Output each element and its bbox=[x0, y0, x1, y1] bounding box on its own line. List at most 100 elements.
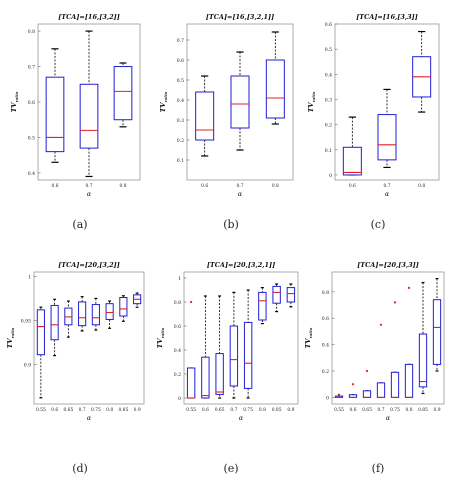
x-tick-label-f: 0.7 bbox=[378, 408, 385, 413]
y-axis-label-a: TVratio bbox=[10, 91, 19, 112]
iqr-box bbox=[272, 285, 281, 304]
y-tick-label-d: 0.95 bbox=[21, 318, 31, 324]
chart-title-c: [TCA]=[16,[3,3]] bbox=[356, 13, 418, 21]
iqr-box bbox=[376, 382, 386, 398]
box-d-4: 0.75 bbox=[91, 297, 101, 413]
y-tick-label-a: 0.6 bbox=[28, 100, 35, 106]
y-tick-label-c: 0.5 bbox=[325, 47, 332, 53]
chart-title-f: [TCA]=[20,[3,3]] bbox=[357, 261, 419, 269]
box-e-1: 0.6 bbox=[201, 295, 210, 413]
axes-frame-e bbox=[183, 271, 299, 405]
iqr-box bbox=[243, 321, 253, 389]
chart-title-d: [TCA]=[20,[3,2]] bbox=[58, 261, 120, 269]
x-axis-label-e: α bbox=[239, 414, 244, 422]
iqr-box bbox=[418, 333, 428, 388]
x-tick-label-d: 0.8 bbox=[106, 408, 113, 413]
iqr-box bbox=[119, 297, 128, 317]
box-e-6: 0.85 bbox=[272, 283, 282, 413]
y-tick-label-e: 0.8 bbox=[174, 300, 181, 306]
panel-c: [TCA]=[16,[3,3]] 0 0.1 0.2 0.3 0.4 0.5 0.6 TVrat… bbox=[307, 13, 440, 198]
x-tick-label-a: 0.7 bbox=[86, 184, 93, 189]
y-tick-label-c: 0.3 bbox=[325, 97, 332, 103]
iqr-box bbox=[45, 76, 65, 153]
box-f-5: 0.8 bbox=[404, 363, 414, 413]
box-d-1: 0.6 bbox=[50, 298, 59, 413]
caption-f: (f) bbox=[371, 462, 385, 475]
x-tick-label-d: 0.7 bbox=[79, 408, 86, 413]
y-tick-label-b: 0.5 bbox=[177, 78, 184, 84]
x-tick-label-f: 0.8 bbox=[406, 408, 413, 413]
panel-a: [TCA]=[16,[3,2]]0.40.50.60.70.8TVratioα0… bbox=[10, 13, 141, 198]
outlier-f bbox=[379, 323, 383, 326]
y-tick-label-a: 0.4 bbox=[28, 171, 35, 177]
x-tick-label-e: 0.9 bbox=[287, 408, 294, 413]
x-tick-label-e: 0.65 bbox=[215, 408, 225, 413]
x-tick-label-d: 0.85 bbox=[118, 408, 128, 413]
iqr-box bbox=[432, 299, 442, 365]
iqr-box bbox=[230, 75, 250, 129]
x-tick-label-c: 0.7 bbox=[384, 184, 391, 189]
outlier-e bbox=[190, 300, 193, 304]
y-tick-label-b: 0.3 bbox=[177, 118, 184, 124]
x-axis-label-c: α bbox=[385, 190, 390, 198]
x-tick-label-e: 0.75 bbox=[243, 408, 253, 413]
box-b-2: 0.8 bbox=[265, 31, 285, 189]
x-tick-label-d: 0.55 bbox=[36, 408, 46, 413]
box-e-3: 0.7 bbox=[229, 291, 239, 413]
y-tick-label-c: 0.4 bbox=[325, 72, 332, 78]
x-tick-label-b: 0.7 bbox=[237, 184, 244, 189]
box-f-2: 0.65 bbox=[362, 390, 372, 413]
x-tick-label-e: 0.8 bbox=[259, 408, 266, 413]
x-axis-label-a: α bbox=[87, 190, 92, 198]
x-tick-label-f: 0.85 bbox=[418, 408, 428, 413]
y-tick-label-b: 0.4 bbox=[177, 98, 184, 104]
outlier-f bbox=[351, 383, 355, 386]
caption-d: (d) bbox=[72, 462, 88, 475]
box-d-2: 0.65 bbox=[63, 300, 73, 413]
box-f-4: 0.75 bbox=[390, 371, 400, 413]
x-tick-label-d: 0.65 bbox=[63, 408, 73, 413]
outlier-f bbox=[365, 369, 369, 373]
iqr-box bbox=[105, 303, 114, 321]
y-tick-label-e: 0.6 bbox=[174, 324, 181, 330]
axes-frame-d bbox=[33, 271, 145, 405]
y-axis-label-c: TVratio bbox=[307, 91, 316, 112]
y-tick-label-c: 0.6 bbox=[325, 22, 332, 28]
y-tick-label-f: 0.8 bbox=[322, 290, 329, 296]
x-tick-label-f: 0.9 bbox=[434, 408, 441, 413]
caption-a: (a) bbox=[72, 218, 88, 231]
box-e-5: 0.8 bbox=[258, 287, 267, 413]
iqr-box bbox=[390, 371, 400, 398]
y-tick-label-b: 0.6 bbox=[177, 58, 184, 64]
x-tick-label-a: 0.8 bbox=[120, 184, 127, 189]
y-tick-label-c: 0.2 bbox=[325, 123, 332, 129]
iqr-box bbox=[258, 291, 267, 321]
panel-d: [TCA]=[20,[3,2]] 0.9 0.95 1 TVratio α 0.55 0.6 0… bbox=[6, 261, 145, 422]
iqr-box bbox=[36, 309, 45, 356]
x-tick-label-f: 0.75 bbox=[390, 408, 400, 413]
y-tick-label-f: 0 bbox=[326, 395, 329, 401]
x-tick-label-e: 0.7 bbox=[230, 408, 237, 413]
y-tick-label-a: 0.8 bbox=[28, 29, 35, 35]
box-d-6: 0.85 bbox=[118, 295, 128, 413]
y-axis-label-d: TVratio bbox=[6, 327, 15, 348]
x-tick-label-c: 0.8 bbox=[418, 184, 425, 189]
iqr-box bbox=[229, 325, 239, 387]
chart-title-a: [TCA]=[16,[3,2]] bbox=[58, 13, 120, 21]
x-axis-label-d: α bbox=[87, 414, 92, 422]
iqr-box bbox=[113, 66, 133, 121]
x-tick-label-c: 0.6 bbox=[349, 184, 356, 189]
axes-frame-b bbox=[186, 23, 294, 181]
iqr-box bbox=[342, 146, 362, 176]
box-f-0: 0.55 bbox=[334, 395, 344, 413]
iqr-box bbox=[50, 304, 59, 341]
iqr-box bbox=[404, 363, 414, 398]
box-f-3: 0.7 bbox=[376, 382, 386, 413]
x-axis-label-b: α bbox=[238, 190, 243, 198]
y-tick-label-f: 0.2 bbox=[322, 369, 329, 375]
y-tick-label-a: 0.7 bbox=[28, 65, 35, 71]
iqr-box bbox=[362, 390, 372, 398]
outlier-f bbox=[393, 301, 397, 304]
iqr-box bbox=[201, 356, 210, 399]
